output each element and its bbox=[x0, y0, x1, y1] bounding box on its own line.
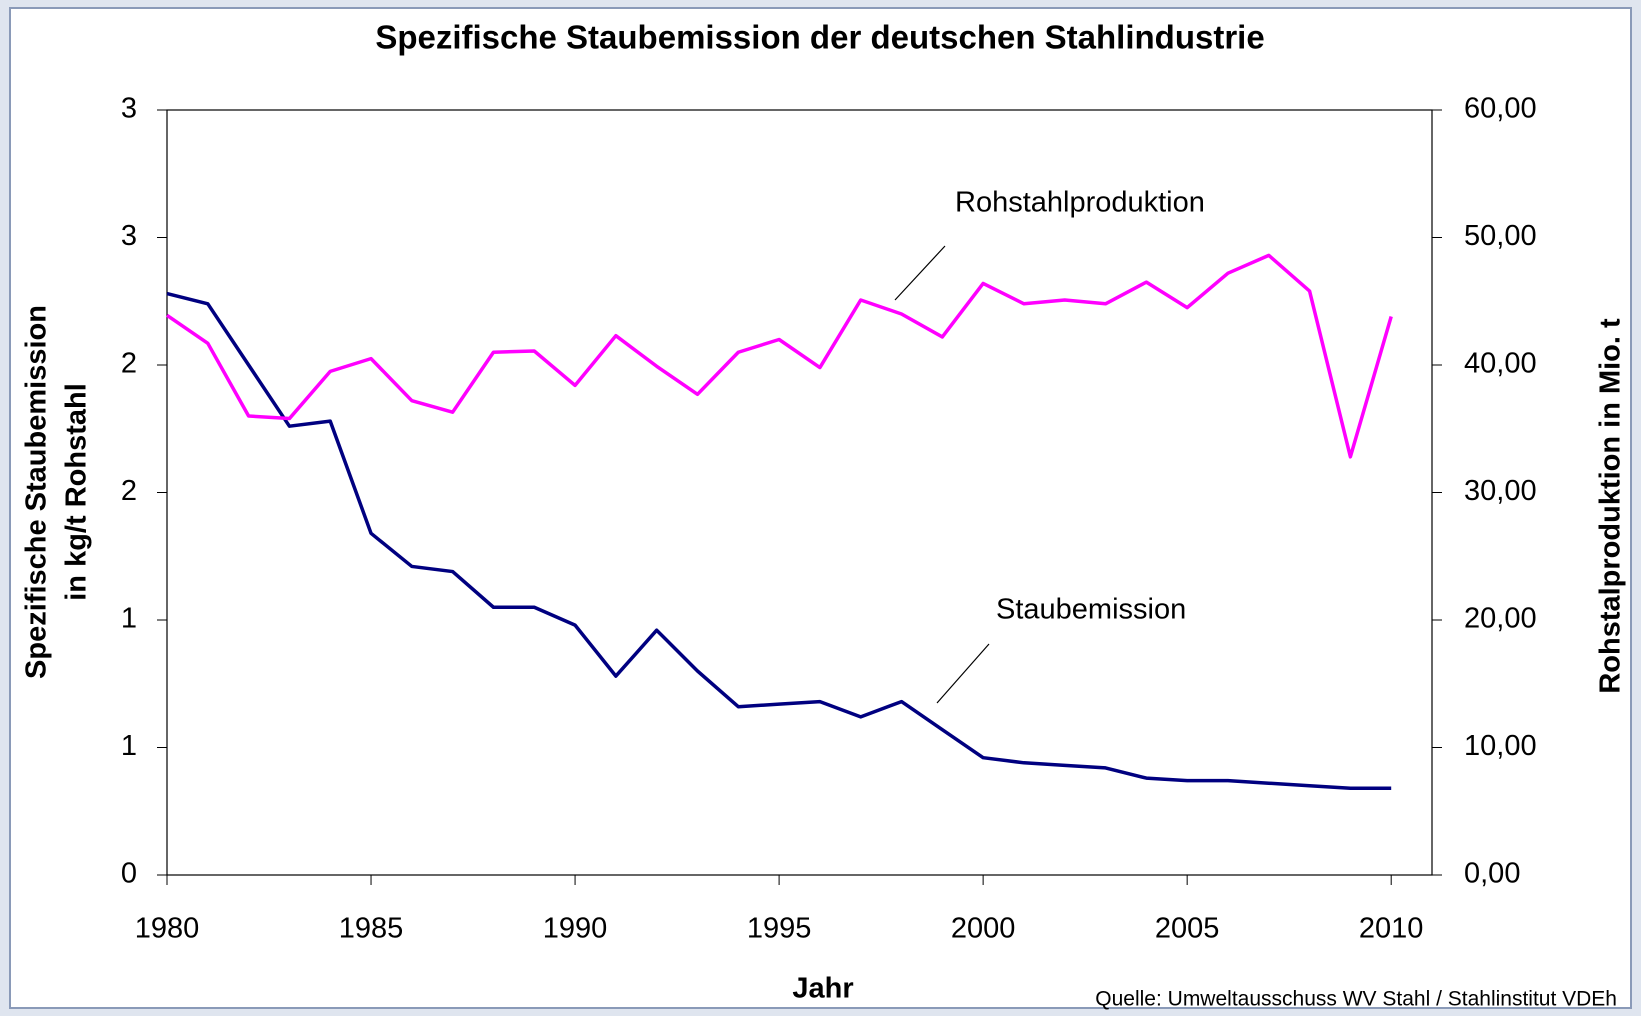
y2-tick-label: 60,00 bbox=[1464, 93, 1537, 125]
source: Quelle: Umweltausschuss WV Stahl / Stahl… bbox=[1095, 988, 1617, 1011]
x-axis-title: Jahr bbox=[792, 973, 853, 1005]
y-tick-label: 1 bbox=[121, 603, 137, 635]
y2-tick-label: 20,00 bbox=[1464, 603, 1537, 635]
y-tick-label: 3 bbox=[121, 93, 137, 125]
y2-tick-label: 0,00 bbox=[1464, 858, 1520, 890]
x-tick-label: 1990 bbox=[543, 913, 608, 945]
y2-axis-title: Rohstalproduktion in Mio. t bbox=[1595, 318, 1627, 694]
x-tick-label: 1985 bbox=[339, 913, 404, 945]
y-tick-label: 2 bbox=[121, 475, 137, 507]
series-annotation: Rohstahlproduktion bbox=[955, 187, 1205, 219]
series-annotation: Staubemission bbox=[996, 594, 1186, 626]
y-tick-label: 1 bbox=[121, 730, 137, 762]
x-tick-label: 2000 bbox=[951, 913, 1016, 945]
y2-tick-label: 50,00 bbox=[1464, 220, 1537, 252]
x-tick-label: 1980 bbox=[135, 913, 200, 945]
x-tick-label: 2010 bbox=[1359, 913, 1424, 945]
chart-title: Spezifische Staubemission der deutschen … bbox=[375, 19, 1264, 56]
y-tick-label: 3 bbox=[121, 220, 137, 252]
x-tick-label: 1995 bbox=[747, 913, 812, 945]
y-tick-label: 0 bbox=[121, 858, 137, 890]
y2-tick-label: 30,00 bbox=[1464, 475, 1537, 507]
leader-line bbox=[894, 245, 946, 301]
y-axis-title: Spezifische Staubemission bbox=[21, 305, 53, 679]
x-tick-label: 2005 bbox=[1155, 913, 1220, 945]
y2-tick-label: 10,00 bbox=[1464, 730, 1537, 762]
panel bbox=[9, 7, 1632, 1009]
leader-line bbox=[936, 643, 990, 704]
y-tick-label: 2 bbox=[121, 348, 137, 380]
series-line bbox=[166, 253, 1393, 459]
y2-tick-label: 40,00 bbox=[1464, 348, 1537, 380]
series-line bbox=[166, 291, 1392, 791]
y-axis-title: in kg/t Rohstahl bbox=[61, 383, 93, 601]
